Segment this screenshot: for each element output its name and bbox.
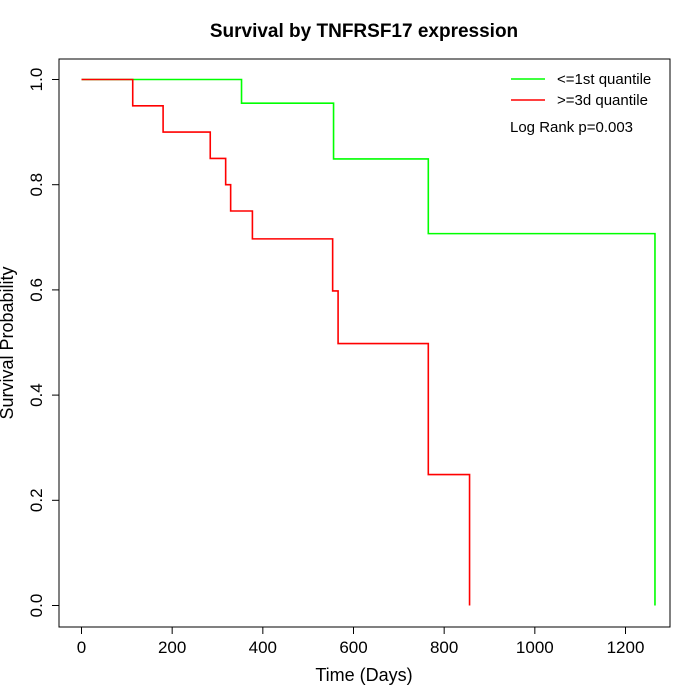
x-tick-label: 1000 bbox=[516, 638, 554, 657]
x-tick-label: 1200 bbox=[607, 638, 645, 657]
x-axis-label: Time (Days) bbox=[315, 665, 412, 685]
x-tick-label: 400 bbox=[249, 638, 277, 657]
legend: <=1st quantile >=3d quantile bbox=[511, 71, 651, 109]
x-tick-label: 0 bbox=[77, 638, 86, 657]
log-rank-annotation: Log Rank p=0.003 bbox=[510, 119, 633, 136]
series-line-low-quantile bbox=[81, 78, 656, 606]
y-tick-label: 0.0 bbox=[27, 594, 46, 618]
y-tick-label: 0.2 bbox=[27, 488, 46, 512]
y-tick-label: 0.6 bbox=[27, 278, 46, 302]
y-axis-label: Survival Probability bbox=[0, 266, 17, 419]
series-line-high-quantile bbox=[81, 78, 471, 606]
legend-label: >=3d quantile bbox=[557, 92, 648, 109]
series-layer bbox=[81, 78, 656, 606]
x-tick-label: 200 bbox=[158, 638, 186, 657]
y-axis: 0.0 0.2 0.4 0.6 0.8 1.0 bbox=[27, 68, 60, 618]
y-tick-label: 1.0 bbox=[27, 68, 46, 92]
x-axis: 0 200 400 600 800 1000 1200 bbox=[77, 626, 645, 657]
legend-label: <=1st quantile bbox=[557, 71, 651, 88]
x-tick-label: 800 bbox=[430, 638, 458, 657]
chart-title: Survival by TNFRSF17 expression bbox=[210, 21, 518, 42]
y-tick-label: 0.4 bbox=[27, 383, 46, 407]
y-tick-label: 0.8 bbox=[27, 173, 46, 197]
x-tick-label: 600 bbox=[339, 638, 367, 657]
